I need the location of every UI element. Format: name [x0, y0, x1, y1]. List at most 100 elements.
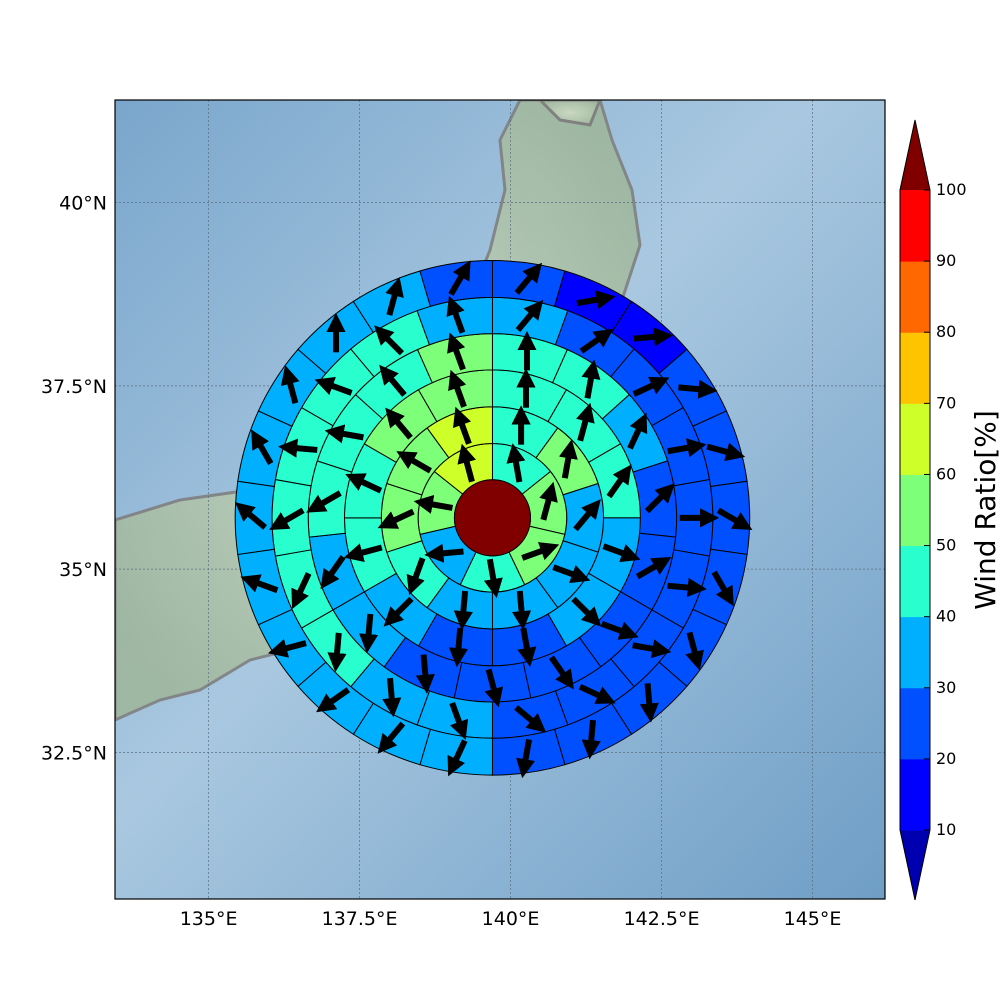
wind-arrows — [234, 260, 753, 779]
wind-arrow — [343, 543, 383, 562]
wind-arrow — [379, 364, 407, 397]
wind-arrow — [234, 502, 268, 530]
colorbar-band — [900, 545, 930, 618]
wind-arrow — [627, 412, 648, 450]
wind-arrow — [632, 376, 670, 397]
wind-arrow — [571, 596, 602, 627]
colorbar-tick-label: 100 — [936, 180, 967, 199]
wind-arrow — [667, 577, 707, 598]
wind-arrow — [639, 683, 659, 723]
wind-arrow — [453, 590, 473, 631]
wind-arrow — [633, 327, 674, 347]
wind-arrow — [581, 719, 601, 760]
wind-arrow — [632, 639, 672, 659]
colorbar-tick-label: 80 — [936, 322, 956, 341]
wind-arrow — [576, 290, 616, 310]
colorbar-label: Wind Ratio[%] — [969, 410, 1000, 610]
wind-arrow — [327, 632, 347, 673]
colorbar-tick-label: 50 — [936, 536, 956, 555]
map-frame — [114, 99, 886, 900]
wind-arrow — [382, 677, 402, 718]
land-hokkaido — [537, 100, 602, 127]
wind-arrow — [396, 451, 432, 474]
colorbar-tick-label: 30 — [936, 678, 956, 697]
colorbar-band — [900, 758, 930, 831]
wind-arrow — [413, 494, 453, 514]
wind-arrow — [667, 438, 707, 458]
wind-arrow — [424, 543, 464, 563]
wind-arrow — [600, 621, 639, 640]
wind-arrow — [415, 654, 435, 694]
wind-arrow — [447, 739, 468, 777]
wind-arrow — [635, 556, 672, 580]
wind-sector-cells — [234, 260, 751, 776]
wind-arrow — [558, 439, 578, 479]
wind-arrow — [374, 325, 405, 356]
wind-arrow — [506, 443, 526, 483]
wind-arrow — [514, 262, 543, 295]
wind-arrow — [278, 438, 318, 458]
wind-arrow — [548, 655, 574, 690]
wind-arrow — [678, 379, 718, 399]
wind-arrow — [267, 639, 307, 658]
wind-arrow — [377, 721, 406, 754]
colorbar-band — [900, 474, 930, 547]
colorbar-tick-label: 90 — [936, 251, 956, 270]
colorbar-extend-min — [900, 830, 930, 900]
wind-arrow — [581, 359, 601, 399]
colorbar: 10 20 30 40 50 60 70 80 90 100 Wind Ratio[%] — [899, 119, 1000, 901]
wind-arrow — [448, 369, 467, 408]
wind-arrow — [324, 424, 364, 444]
wind-arrow — [449, 701, 469, 740]
wind-arrow — [552, 564, 591, 584]
wind-arrow — [269, 507, 305, 531]
colorbar-tick-label: 70 — [936, 393, 956, 412]
x-tick-label: 140°E — [482, 908, 540, 930]
x-tick-labels: 135°E 137.5°E 140°E 142.5°E 145°E — [180, 908, 842, 930]
colorbar-band — [900, 190, 930, 262]
wind-arrow — [573, 499, 601, 532]
wind-arrow — [539, 481, 558, 521]
wind-arrow — [579, 328, 614, 354]
colorbar-band — [900, 687, 930, 760]
colorbar-band — [900, 616, 930, 689]
colorbar-band — [900, 403, 930, 475]
colorbar-tick-label: 60 — [936, 464, 956, 483]
wind-arrow — [483, 558, 503, 598]
y-tick-label: 37.5°N — [41, 376, 107, 398]
colorbar-tick-label: 40 — [936, 607, 956, 626]
wind-arrow — [711, 570, 734, 607]
wind-arrow — [517, 627, 537, 667]
wind-arrow — [578, 683, 616, 704]
wind-arrow — [453, 406, 472, 445]
wind-arrow — [359, 613, 379, 654]
y-tick-labels: 40°N 37.5°N 35°N 32.5°N — [41, 193, 107, 765]
wind-arrow — [516, 738, 536, 779]
y-tick-label: 35°N — [59, 559, 107, 581]
y-tick-label: 40°N — [59, 193, 107, 215]
wind-arrow — [448, 260, 471, 296]
wind-arrow — [685, 631, 704, 671]
map-axes: 135°E 137.5°E 140°E 142.5°E 145°E 40°N 37.5°N… — [41, 99, 886, 930]
colorbar-tick-label: 20 — [936, 749, 956, 768]
wind-arrow — [406, 557, 426, 596]
colorbar-tick-label: 10 — [936, 820, 956, 839]
colorbar-bands — [899, 119, 931, 901]
y-tick-label: 32.5°N — [41, 742, 107, 764]
wind-arrow — [383, 596, 414, 627]
center-cell — [453, 479, 531, 557]
wind-arrow — [377, 508, 415, 529]
wind-arrow — [385, 277, 404, 316]
wind-arrow — [515, 299, 544, 333]
x-tick-label: 142.5°E — [624, 908, 700, 930]
wind-arrow — [644, 483, 675, 514]
wind-arrow — [251, 429, 274, 466]
colorbar-extend-max — [900, 120, 930, 190]
x-tick-label: 145°E — [784, 908, 842, 930]
wind-arrow — [345, 473, 383, 494]
wind-arrow — [306, 490, 342, 513]
wind-arrow — [576, 402, 595, 442]
wind-arrow — [316, 687, 351, 713]
colorbar-ticks: 10 20 30 40 50 60 70 80 90 100 — [924, 180, 967, 839]
